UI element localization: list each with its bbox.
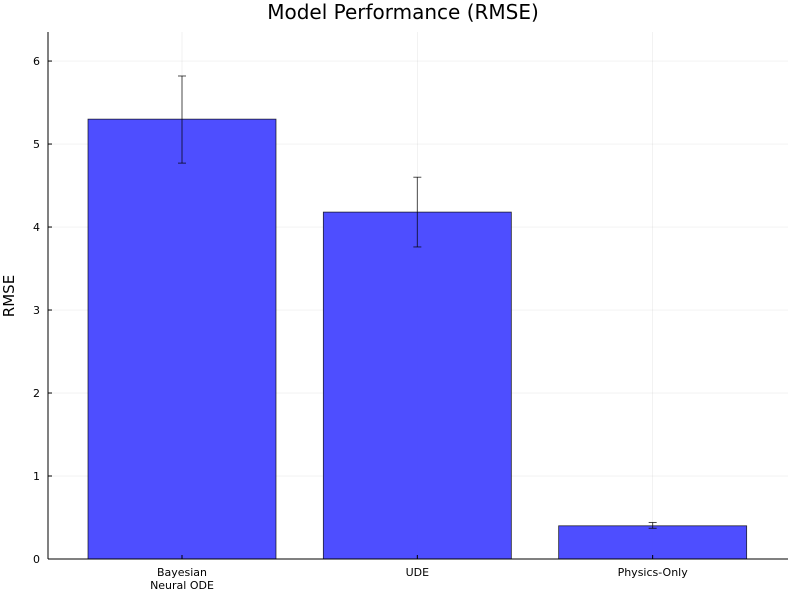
x-tick-label: Physics-Only	[618, 566, 689, 579]
bar	[558, 525, 748, 560]
bar	[322, 211, 512, 560]
x-tick-label-line: Physics-Only	[618, 566, 689, 579]
y-tick-label: 5	[33, 138, 40, 151]
x-tick-label-line: Neural ODE	[150, 579, 214, 592]
y-tick-label: 3	[33, 304, 40, 317]
y-tick-label: 0	[33, 553, 40, 566]
axes	[47, 32, 788, 560]
y-tick-label: 6	[33, 55, 40, 68]
error-bar	[413, 176, 422, 248]
chart-title: Model Performance (RMSE)	[267, 0, 539, 24]
x-tick-label: UDE	[406, 566, 430, 579]
error-bars	[178, 75, 657, 529]
y-tick-label: 1	[33, 470, 40, 483]
x-tick-label: Bayesian Neural ODE	[150, 566, 214, 592]
y-axis-label: RMSE	[0, 275, 18, 317]
y-tick-label: 4	[33, 221, 40, 234]
x-tick-label-line: UDE	[406, 566, 430, 579]
error-bar	[178, 75, 186, 164]
error-bar	[648, 521, 657, 529]
y-tick-label: 2	[33, 387, 40, 400]
tick-labels: 0 1 2 3 4 5 6 Bayesian Neural ODE UDE Physics-Only	[33, 55, 688, 592]
bar	[87, 118, 277, 560]
x-tick-label-line: Bayesian	[157, 566, 207, 579]
